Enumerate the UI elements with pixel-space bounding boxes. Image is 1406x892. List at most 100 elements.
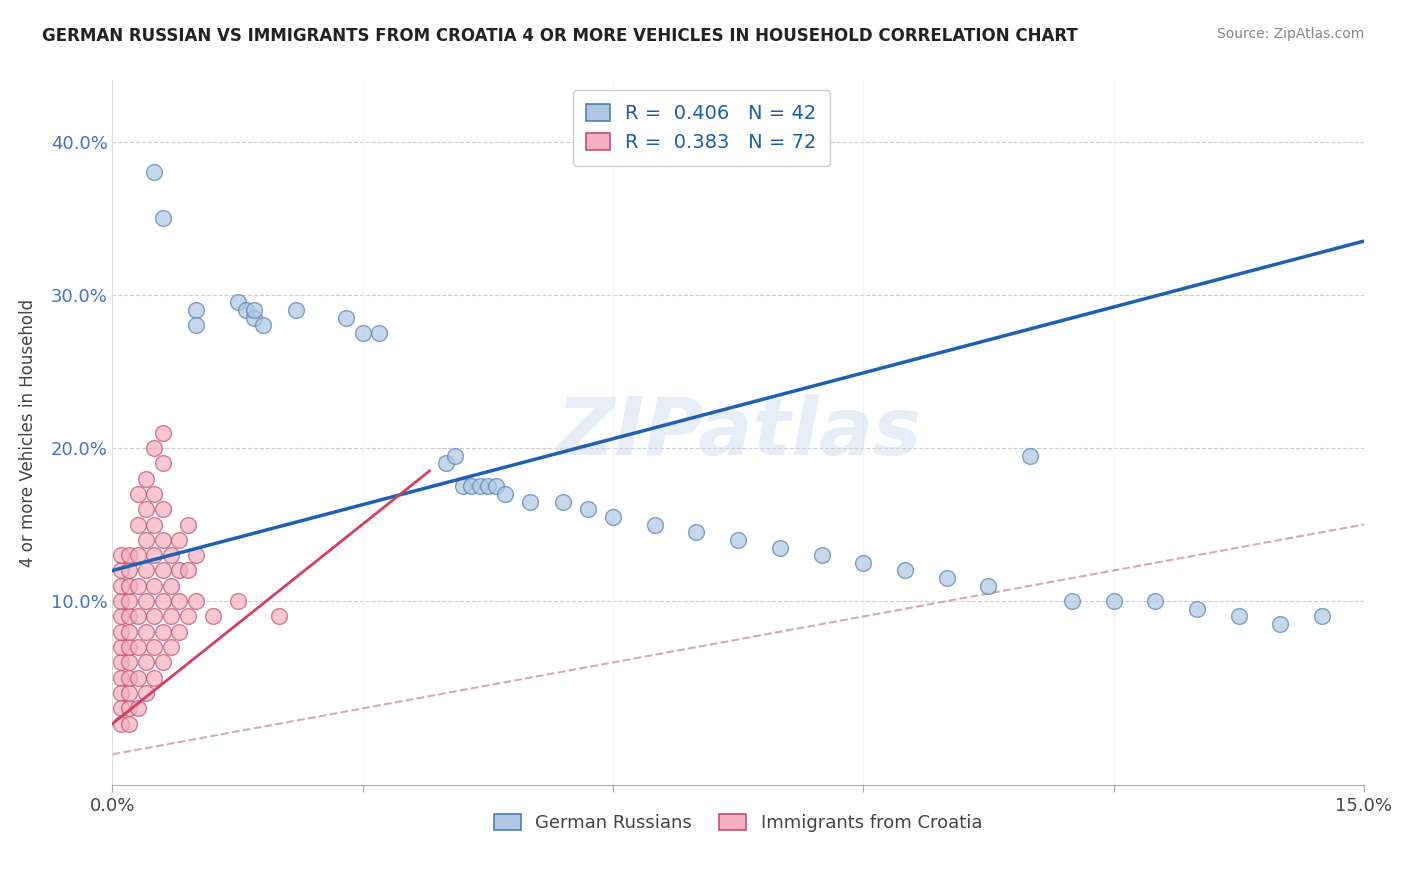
Point bbox=[1310, 609, 1333, 624]
Point bbox=[135, 686, 157, 700]
Point bbox=[810, 548, 832, 562]
Point bbox=[252, 318, 274, 333]
Point bbox=[243, 310, 266, 325]
Point bbox=[460, 479, 482, 493]
Point bbox=[551, 494, 574, 508]
Point bbox=[143, 517, 166, 532]
Point bbox=[118, 564, 141, 578]
Point bbox=[152, 564, 174, 578]
Point bbox=[143, 165, 166, 179]
Y-axis label: 4 or more Vehicles in Household: 4 or more Vehicles in Household bbox=[18, 299, 37, 566]
Text: ZIPatlas: ZIPatlas bbox=[555, 393, 921, 472]
Legend: German Russians, Immigrants from Croatia: German Russians, Immigrants from Croatia bbox=[486, 806, 990, 839]
Point bbox=[368, 326, 391, 340]
Point bbox=[135, 594, 157, 608]
Point bbox=[434, 456, 457, 470]
Point bbox=[143, 548, 166, 562]
Point bbox=[160, 609, 183, 624]
Point bbox=[494, 487, 516, 501]
Point bbox=[110, 594, 132, 608]
Point bbox=[110, 564, 132, 578]
Point bbox=[269, 609, 291, 624]
Point bbox=[602, 509, 624, 524]
Point bbox=[135, 502, 157, 516]
Point bbox=[143, 487, 166, 501]
Point bbox=[935, 571, 957, 585]
Point bbox=[143, 671, 166, 685]
Point bbox=[685, 525, 707, 540]
Point bbox=[118, 656, 141, 670]
Point bbox=[110, 609, 132, 624]
Point bbox=[127, 640, 149, 654]
Point bbox=[110, 656, 132, 670]
Point bbox=[451, 479, 474, 493]
Point bbox=[152, 502, 174, 516]
Point bbox=[118, 716, 141, 731]
Point bbox=[335, 310, 357, 325]
Point bbox=[143, 609, 166, 624]
Point bbox=[110, 686, 132, 700]
Point bbox=[1227, 609, 1250, 624]
Point bbox=[118, 624, 141, 639]
Point bbox=[167, 564, 190, 578]
Point bbox=[977, 579, 1000, 593]
Point bbox=[152, 533, 174, 547]
Point bbox=[135, 472, 157, 486]
Point bbox=[127, 579, 149, 593]
Point bbox=[135, 656, 157, 670]
Point bbox=[118, 640, 141, 654]
Point bbox=[167, 624, 190, 639]
Point bbox=[176, 609, 198, 624]
Point bbox=[152, 656, 174, 670]
Point bbox=[184, 594, 207, 608]
Point bbox=[644, 517, 666, 532]
Point bbox=[184, 548, 207, 562]
Point bbox=[235, 303, 257, 318]
Point bbox=[226, 295, 249, 310]
Text: GERMAN RUSSIAN VS IMMIGRANTS FROM CROATIA 4 OR MORE VEHICLES IN HOUSEHOLD CORREL: GERMAN RUSSIAN VS IMMIGRANTS FROM CROATI… bbox=[42, 27, 1078, 45]
Point bbox=[152, 624, 174, 639]
Point bbox=[127, 487, 149, 501]
Point bbox=[135, 533, 157, 547]
Point bbox=[468, 479, 491, 493]
Point bbox=[118, 701, 141, 715]
Point bbox=[1185, 601, 1208, 615]
Point bbox=[127, 548, 149, 562]
Point bbox=[118, 671, 141, 685]
Point bbox=[226, 594, 249, 608]
Point bbox=[152, 425, 174, 440]
Point bbox=[118, 686, 141, 700]
Point bbox=[143, 579, 166, 593]
Point bbox=[152, 456, 174, 470]
Point bbox=[167, 533, 190, 547]
Point bbox=[243, 303, 266, 318]
Point bbox=[443, 449, 465, 463]
Point bbox=[519, 494, 541, 508]
Point bbox=[118, 548, 141, 562]
Point bbox=[127, 609, 149, 624]
Point bbox=[477, 479, 499, 493]
Point bbox=[184, 318, 207, 333]
Point bbox=[1144, 594, 1167, 608]
Point bbox=[110, 671, 132, 685]
Point bbox=[160, 579, 183, 593]
Point bbox=[127, 671, 149, 685]
Point bbox=[1270, 617, 1292, 632]
Point bbox=[485, 479, 508, 493]
Point bbox=[143, 441, 166, 455]
Point bbox=[1060, 594, 1083, 608]
Point bbox=[184, 303, 207, 318]
Point bbox=[110, 640, 132, 654]
Point bbox=[1019, 449, 1042, 463]
Point bbox=[167, 594, 190, 608]
Point bbox=[285, 303, 308, 318]
Point bbox=[160, 548, 183, 562]
Point bbox=[135, 564, 157, 578]
Point bbox=[769, 541, 792, 555]
Point bbox=[127, 517, 149, 532]
Point bbox=[110, 716, 132, 731]
Point bbox=[727, 533, 749, 547]
Point bbox=[110, 701, 132, 715]
Point bbox=[576, 502, 599, 516]
Point bbox=[1102, 594, 1125, 608]
